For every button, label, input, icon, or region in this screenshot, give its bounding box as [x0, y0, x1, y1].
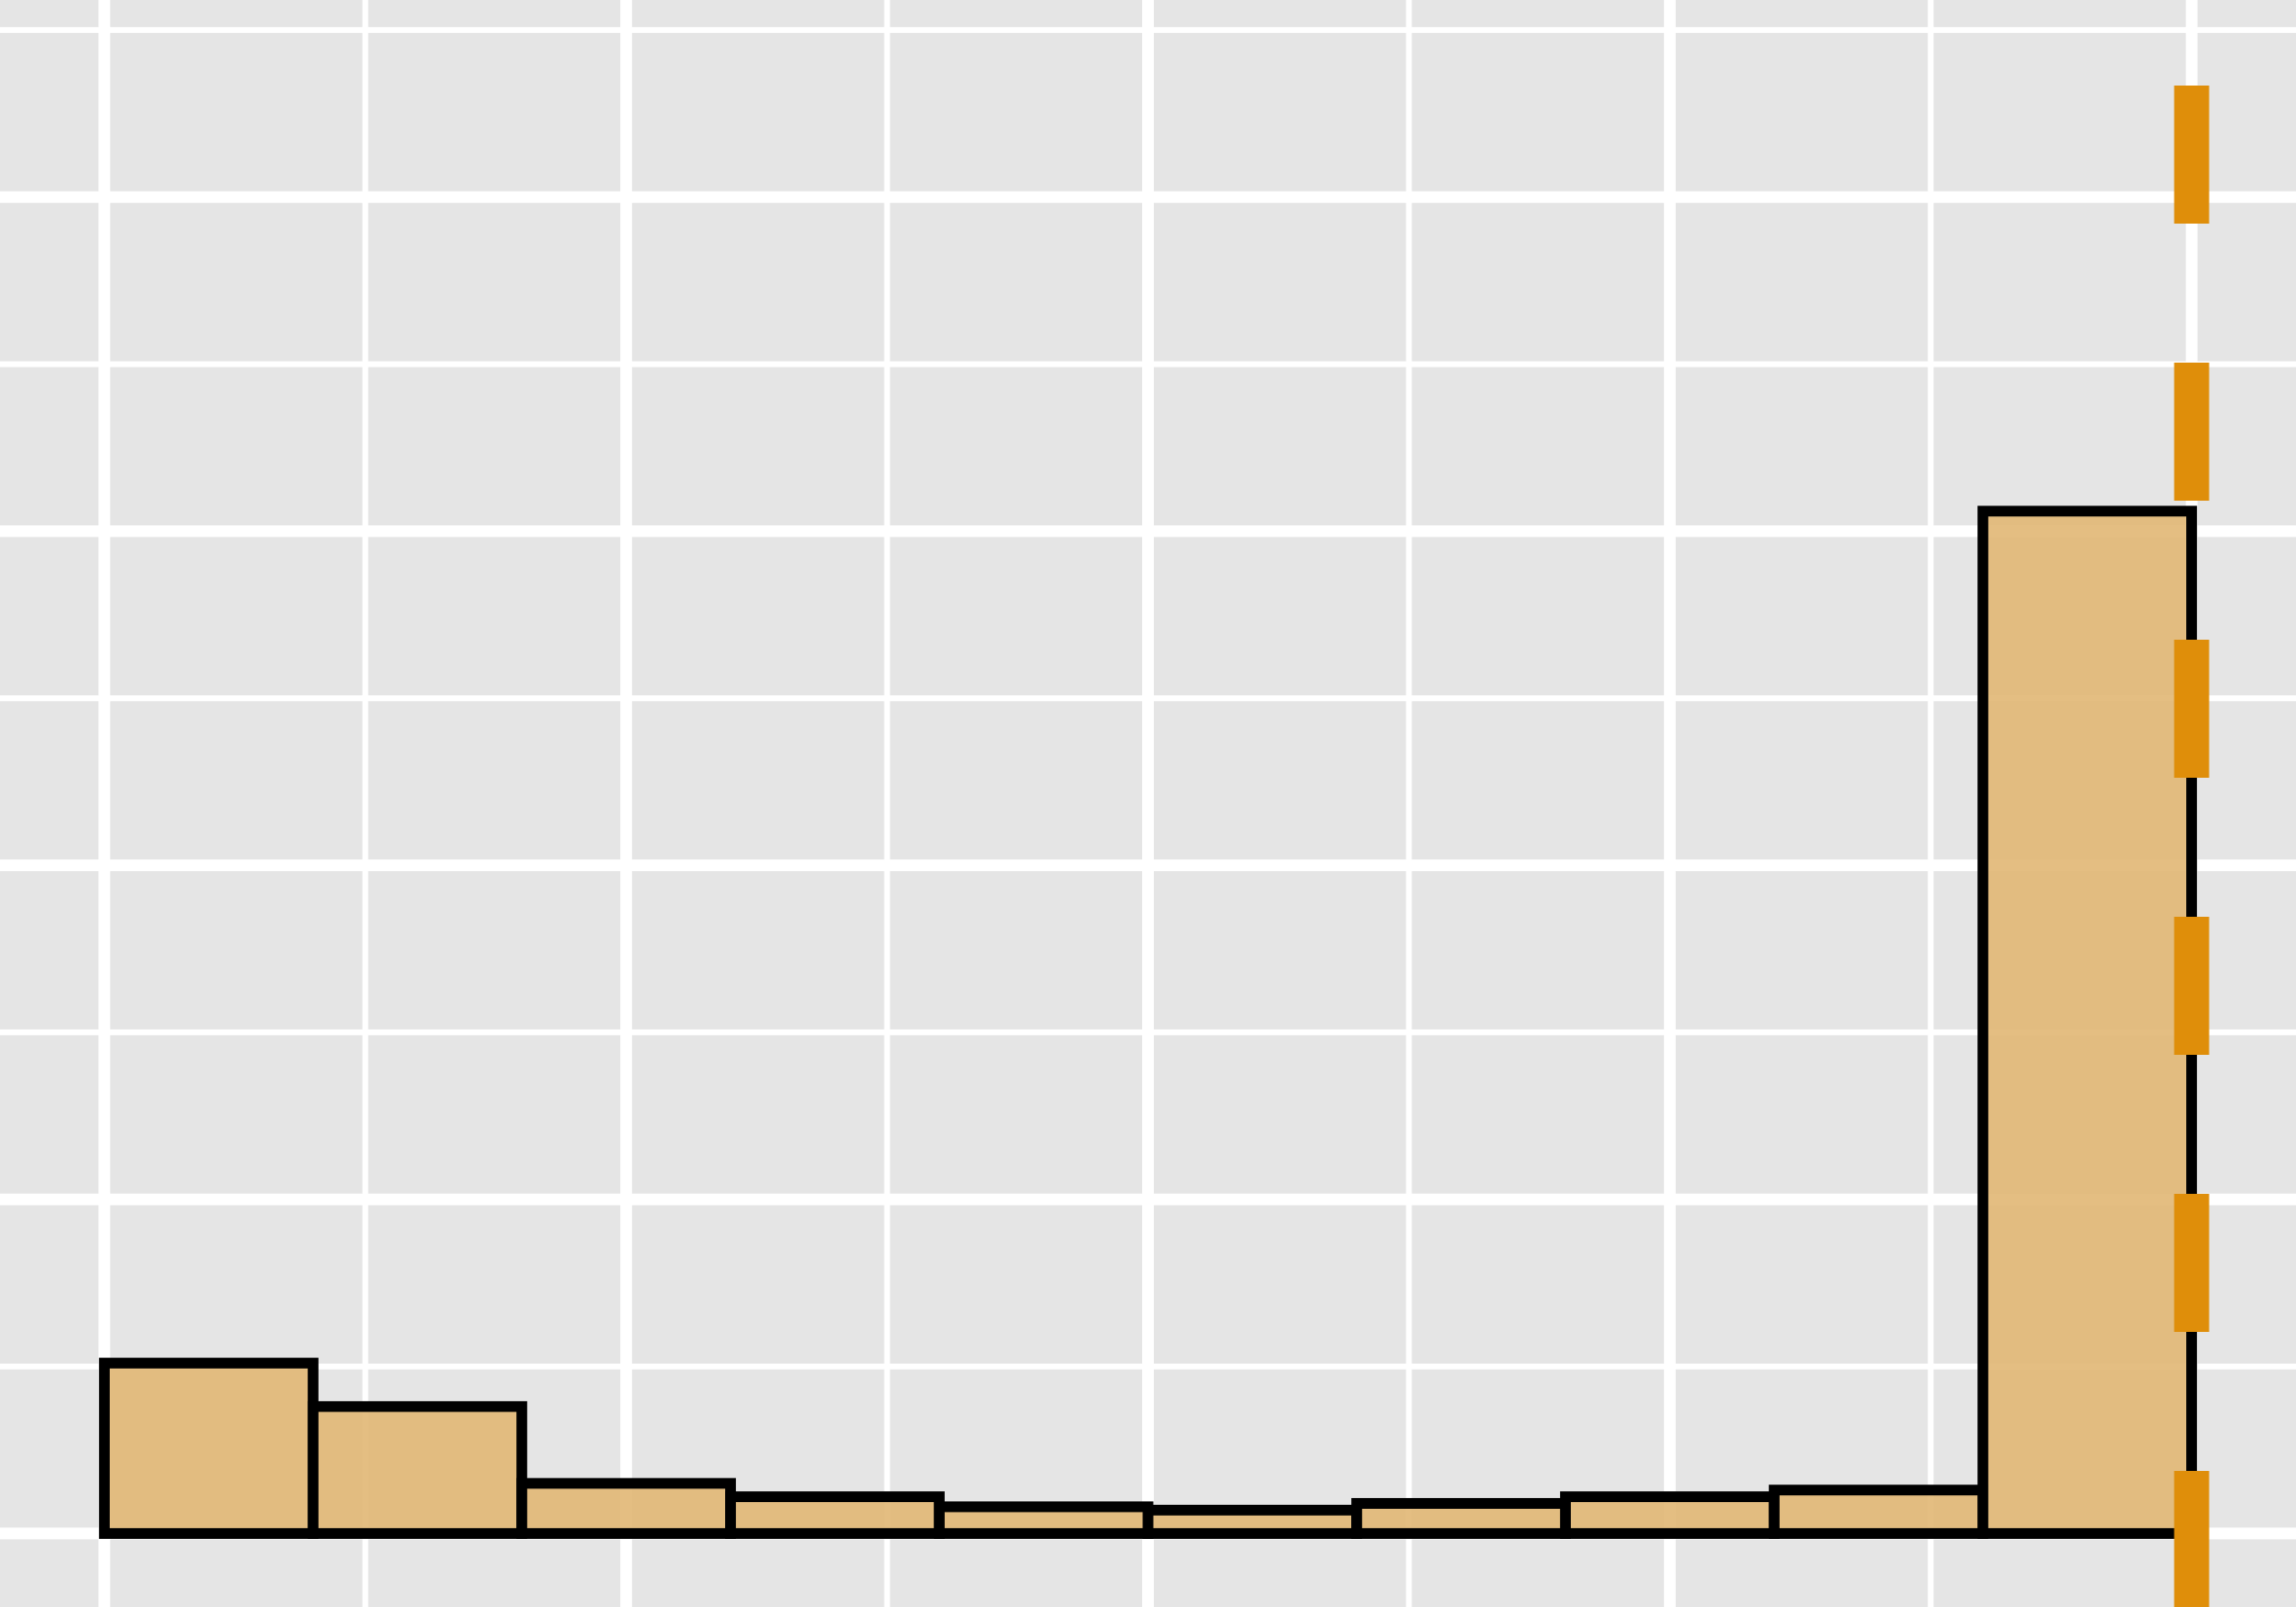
histogram-bar-8 — [1559, 1491, 1780, 1539]
histogram-bars — [98, 506, 2198, 1539]
histogram-bar-3 — [516, 1478, 737, 1539]
histogram-bar-5 — [933, 1501, 1154, 1539]
histogram-bar-2 — [307, 1401, 528, 1539]
histogram-bar-1 — [98, 1357, 319, 1539]
histogram-bar-7 — [1351, 1497, 1571, 1539]
histogram-bar-9 — [1768, 1485, 1989, 1539]
histogram-bar-6 — [1142, 1504, 1363, 1539]
histogram-bar-4 — [725, 1491, 945, 1539]
histogram-bar-10 — [1977, 506, 2198, 1539]
